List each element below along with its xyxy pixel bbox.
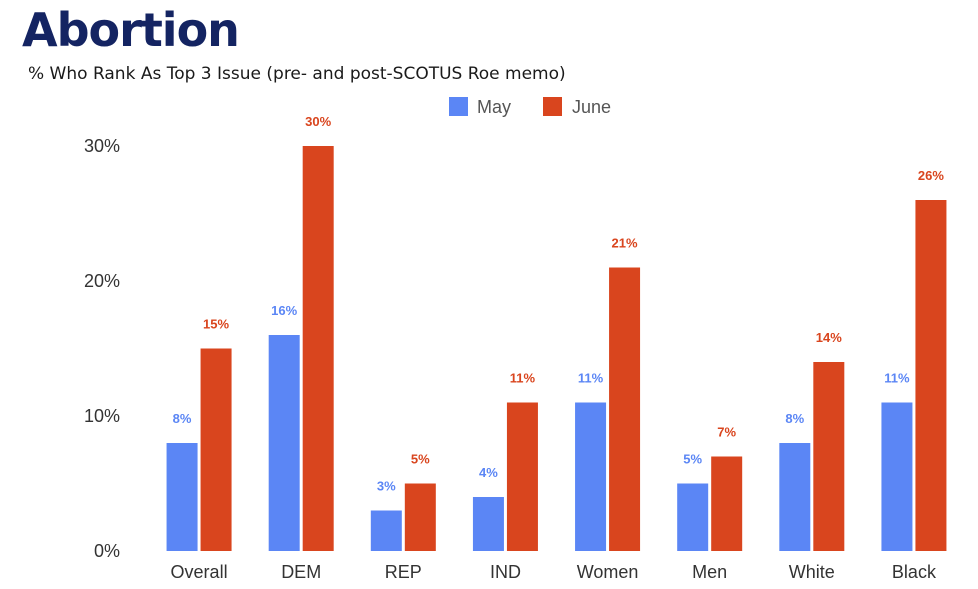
x-tick-label: DEM [281, 562, 321, 582]
chart-title: Abortion [22, 3, 240, 57]
x-tick-label: IND [490, 562, 521, 582]
bar-june [506, 402, 538, 551]
data-label-may: 11% [578, 371, 604, 386]
bar-may [472, 497, 504, 551]
bar-may [370, 510, 402, 551]
data-label-june: 7% [717, 425, 736, 440]
data-label-may: 11% [884, 371, 910, 386]
data-label-june: 5% [411, 452, 430, 467]
bar-may [268, 335, 300, 551]
bar-may [881, 402, 913, 551]
bar-june [609, 267, 641, 551]
data-label-june: 26% [918, 168, 944, 183]
data-label-may: 16% [271, 303, 297, 318]
legend-swatch-may [449, 97, 468, 116]
y-tick-label: 30% [84, 136, 120, 156]
legend-label-may: May [477, 97, 511, 117]
y-axis: 0% 10% 20% 30% [84, 136, 120, 561]
legend-label-june: June [572, 97, 611, 117]
x-tick-label: Overall [171, 562, 228, 582]
bar-june [200, 348, 232, 551]
data-label-may: 5% [683, 452, 702, 467]
x-tick-label: Women [577, 562, 639, 582]
bar-june [813, 362, 845, 551]
data-label-june: 11% [510, 371, 536, 386]
x-tick-label: REP [385, 562, 422, 582]
data-label-may: 4% [479, 465, 498, 480]
bar-may [166, 443, 198, 551]
bar-may [779, 443, 811, 551]
data-label-june: 30% [305, 114, 331, 129]
y-tick-label: 20% [84, 271, 120, 291]
x-axis: Overall DEM REP IND Women Men White Black [171, 562, 937, 582]
data-label-may: 8% [173, 411, 192, 426]
data-label-may: 8% [785, 411, 804, 426]
bar-may [677, 483, 709, 551]
bar-may [575, 402, 607, 551]
data-label-june: 15% [203, 317, 229, 332]
bars: 8% 15% 16% 30% 3% 5% 4% 11% 11% 21% 5% 7% 8% 14% 11% 26… [166, 114, 947, 551]
x-tick-label: White [789, 562, 835, 582]
data-label-may: 3% [377, 479, 396, 494]
chart-subtitle: % Who Rank As Top 3 Issue (pre- and post… [28, 64, 566, 84]
x-tick-label: Men [692, 562, 727, 582]
y-tick-label: 0% [94, 541, 120, 561]
y-tick-label: 10% [84, 406, 120, 426]
bar-june [404, 483, 436, 551]
legend-swatch-june [543, 97, 562, 116]
legend: May June [449, 97, 611, 117]
bar-june [915, 200, 947, 551]
bar-june [711, 456, 743, 551]
data-label-june: 21% [612, 236, 638, 251]
data-label-june: 14% [816, 330, 842, 345]
x-tick-label: Black [892, 562, 937, 582]
bar-june [302, 146, 334, 551]
